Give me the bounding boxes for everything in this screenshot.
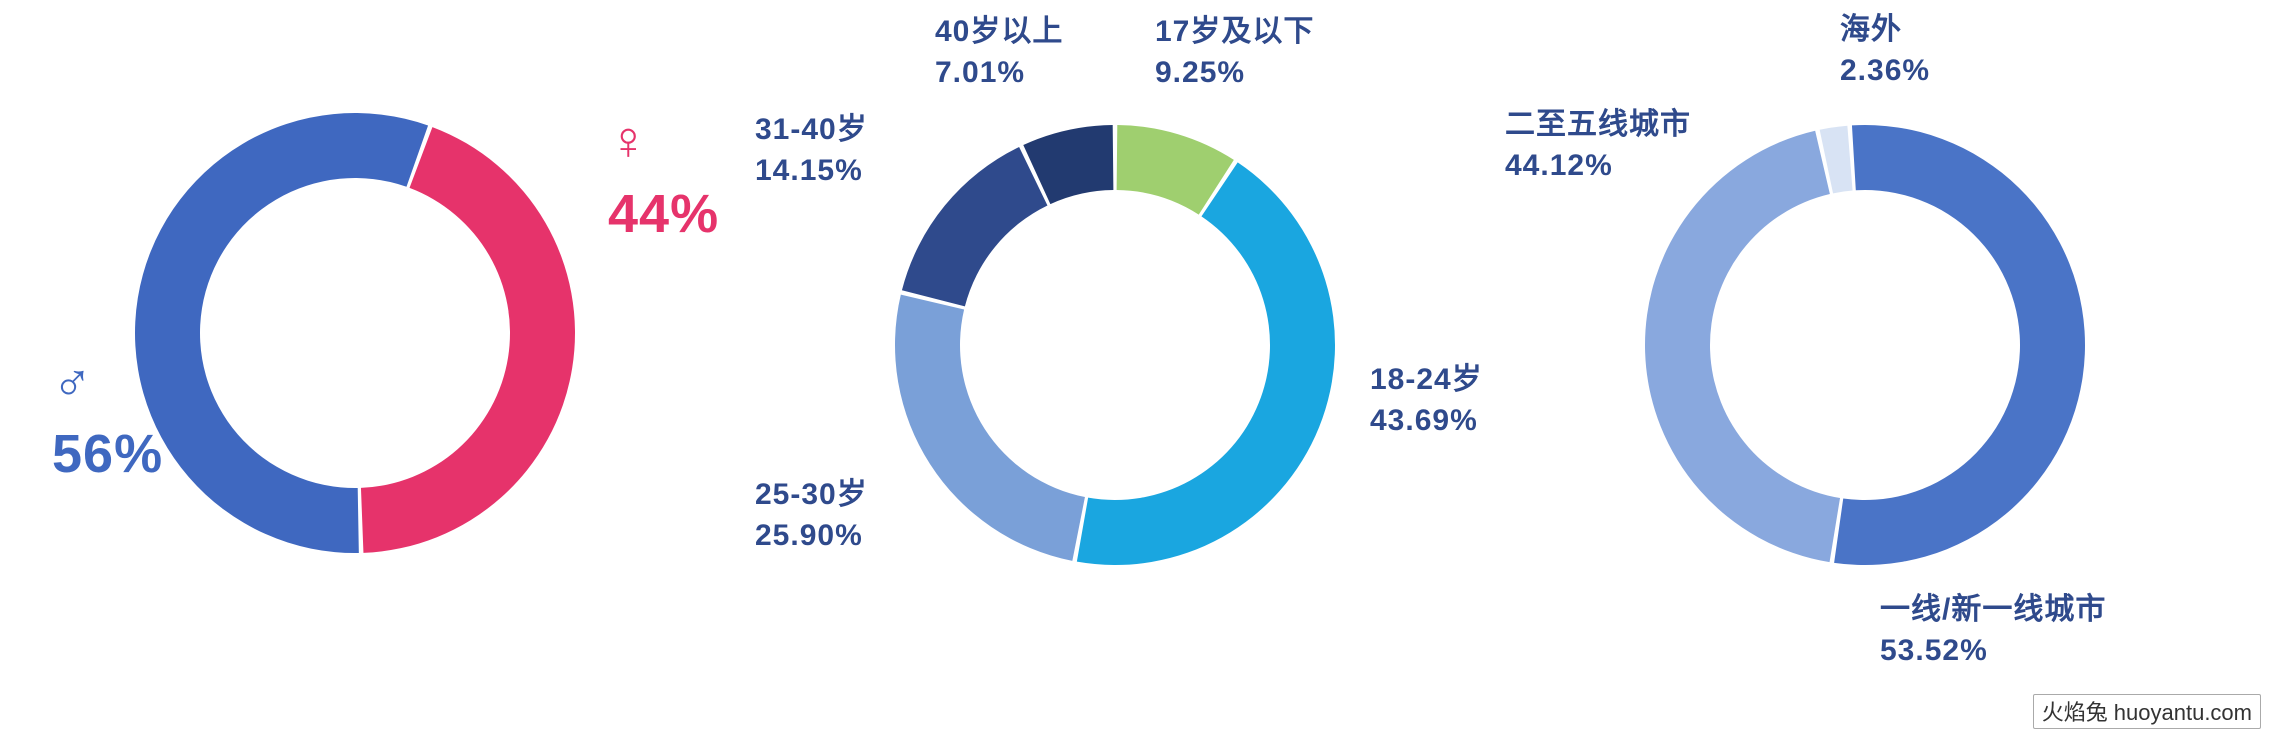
age-label-40plus: 40岁以上 7.01% (935, 12, 1063, 93)
city-label-tier1: 一线/新一线城市 53.52% (1880, 590, 2106, 671)
city-label-tier2-5: 二至五线城市 44.12% (1505, 105, 1691, 186)
gender-label-female: ♀ 44% (608, 105, 719, 251)
city-label-overseas: 海外 2.36% (1840, 10, 1930, 91)
watermark-badge: 火焰兔 huoyantu.com (2033, 694, 2261, 729)
age-slice-18-24 (1077, 162, 1335, 565)
gender-slice-female (361, 127, 575, 553)
city-slice-tier2-5 (1645, 131, 1840, 562)
gender-label-male: ♂ 56% (52, 345, 163, 491)
age-label-31-40: 31-40岁 14.15% (755, 110, 868, 191)
age-slice-25-30 (895, 295, 1085, 561)
city-slice-tier1 (1834, 125, 2085, 565)
age-slice-31-40 (902, 147, 1048, 306)
age-label-18-24: 18-24岁 43.69% (1370, 360, 1483, 441)
age-label-25-30: 25-30岁 25.90% (755, 475, 868, 556)
age-label-u17: 17岁及以下 9.25% (1155, 12, 1314, 93)
